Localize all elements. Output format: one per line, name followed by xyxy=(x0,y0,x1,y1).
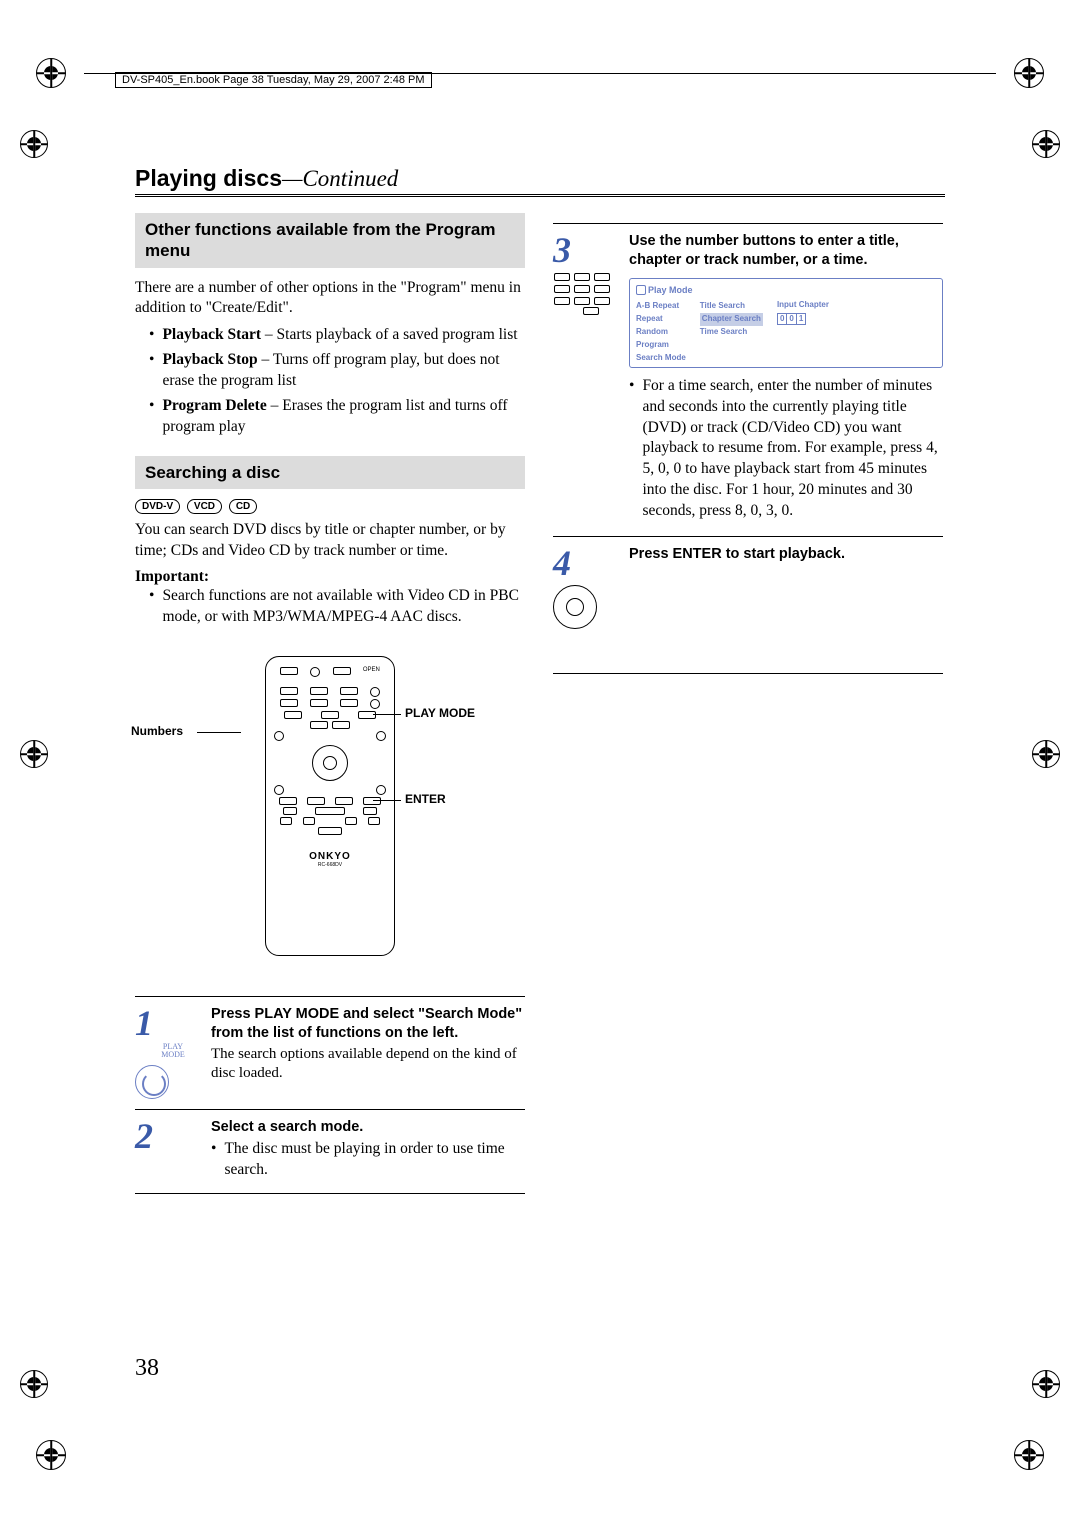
bullet-program-delete: Program Delete – Erases the program list… xyxy=(149,396,525,438)
step-1-body: The search options available depend on t… xyxy=(211,1046,517,1082)
step-1-title: Press PLAY MODE and select "Search Mode"… xyxy=(211,1005,525,1043)
step-4: 4 Press ENTER to start playback. xyxy=(553,536,943,633)
label-play-mode: PLAY MODE xyxy=(405,706,475,720)
search-intro: You can search DVD discs by title or cha… xyxy=(135,520,525,562)
disc-dvd-icon: DVD-V xyxy=(135,499,180,514)
bullet-playback-stop: Playback Stop – Turns off program play, … xyxy=(149,350,525,392)
reg-mark-side xyxy=(1032,740,1060,768)
reg-mark-side xyxy=(20,740,48,768)
step-1: 1 PLAY MODE Press PLAY MODE and select "… xyxy=(135,996,525,1099)
step-num-1: 1 xyxy=(135,1005,211,1041)
page-number: 38 xyxy=(135,1355,159,1382)
section-title-main: Playing discs xyxy=(135,165,282,191)
step-num-4: 4 xyxy=(553,545,629,581)
reg-mark-side xyxy=(20,1370,48,1398)
section-title-sub: —Continued xyxy=(282,166,398,191)
play-mode-icon xyxy=(135,1065,169,1099)
reg-mark-side xyxy=(20,130,48,158)
reg-mark xyxy=(1014,1440,1044,1470)
reg-mark-side xyxy=(1032,130,1060,158)
step-4-title: Press ENTER to start playback. xyxy=(629,545,943,564)
bullet-playback-start: Playback Start – Starts playback of a sa… xyxy=(149,325,525,346)
step-2: 2 Select a search mode. The disc must be… xyxy=(135,1109,525,1185)
step-2-bullet: The disc must be playing in order to use… xyxy=(211,1139,525,1181)
navpad-icon xyxy=(553,585,597,629)
program-intro: There are a number of other options in t… xyxy=(135,278,525,320)
disc-type-icons: DVD-V VCD CD xyxy=(135,499,525,514)
step-3: 3 Use the number buttons to enter a titl… xyxy=(553,223,943,526)
step-num-2: 2 xyxy=(135,1118,211,1154)
step-3-title: Use the number buttons to enter a title,… xyxy=(629,232,943,270)
section-heading: Playing discs—Continued xyxy=(135,165,945,197)
step-3-bullet: For a time search, enter the number of m… xyxy=(629,376,943,522)
onkyo-logo: ONKYO xyxy=(274,851,386,862)
leader-line xyxy=(197,732,241,733)
remote-control-diagram: OPEN ONKYO RC-668DV xyxy=(265,656,395,956)
important-bullet: Search functions are not available with … xyxy=(149,586,525,628)
reg-mark xyxy=(1014,58,1044,88)
other-functions-heading: Other functions available from the Progr… xyxy=(135,213,525,268)
reg-mark-side xyxy=(1032,1370,1060,1398)
keypad-icon xyxy=(553,272,629,306)
label-numbers: Numbers xyxy=(131,724,183,738)
searching-disc-heading: Searching a disc xyxy=(135,456,525,489)
header-filename: DV-SP405_En.book Page 38 Tuesday, May 29… xyxy=(115,72,432,88)
play-mode-osd: Play Mode A-B Repeat Repeat Random Progr… xyxy=(629,278,943,368)
step-2-title: Select a search mode. xyxy=(211,1118,525,1137)
reg-mark xyxy=(36,58,66,88)
program-bullets: Playback Start – Starts playback of a sa… xyxy=(149,325,525,438)
step-num-3: 3 xyxy=(553,232,629,268)
disc-vcd-icon: VCD xyxy=(187,499,222,514)
label-enter: ENTER xyxy=(405,792,446,806)
reg-mark xyxy=(36,1440,66,1470)
disc-cd-icon: CD xyxy=(229,499,257,514)
important-label: Important: xyxy=(135,568,525,586)
